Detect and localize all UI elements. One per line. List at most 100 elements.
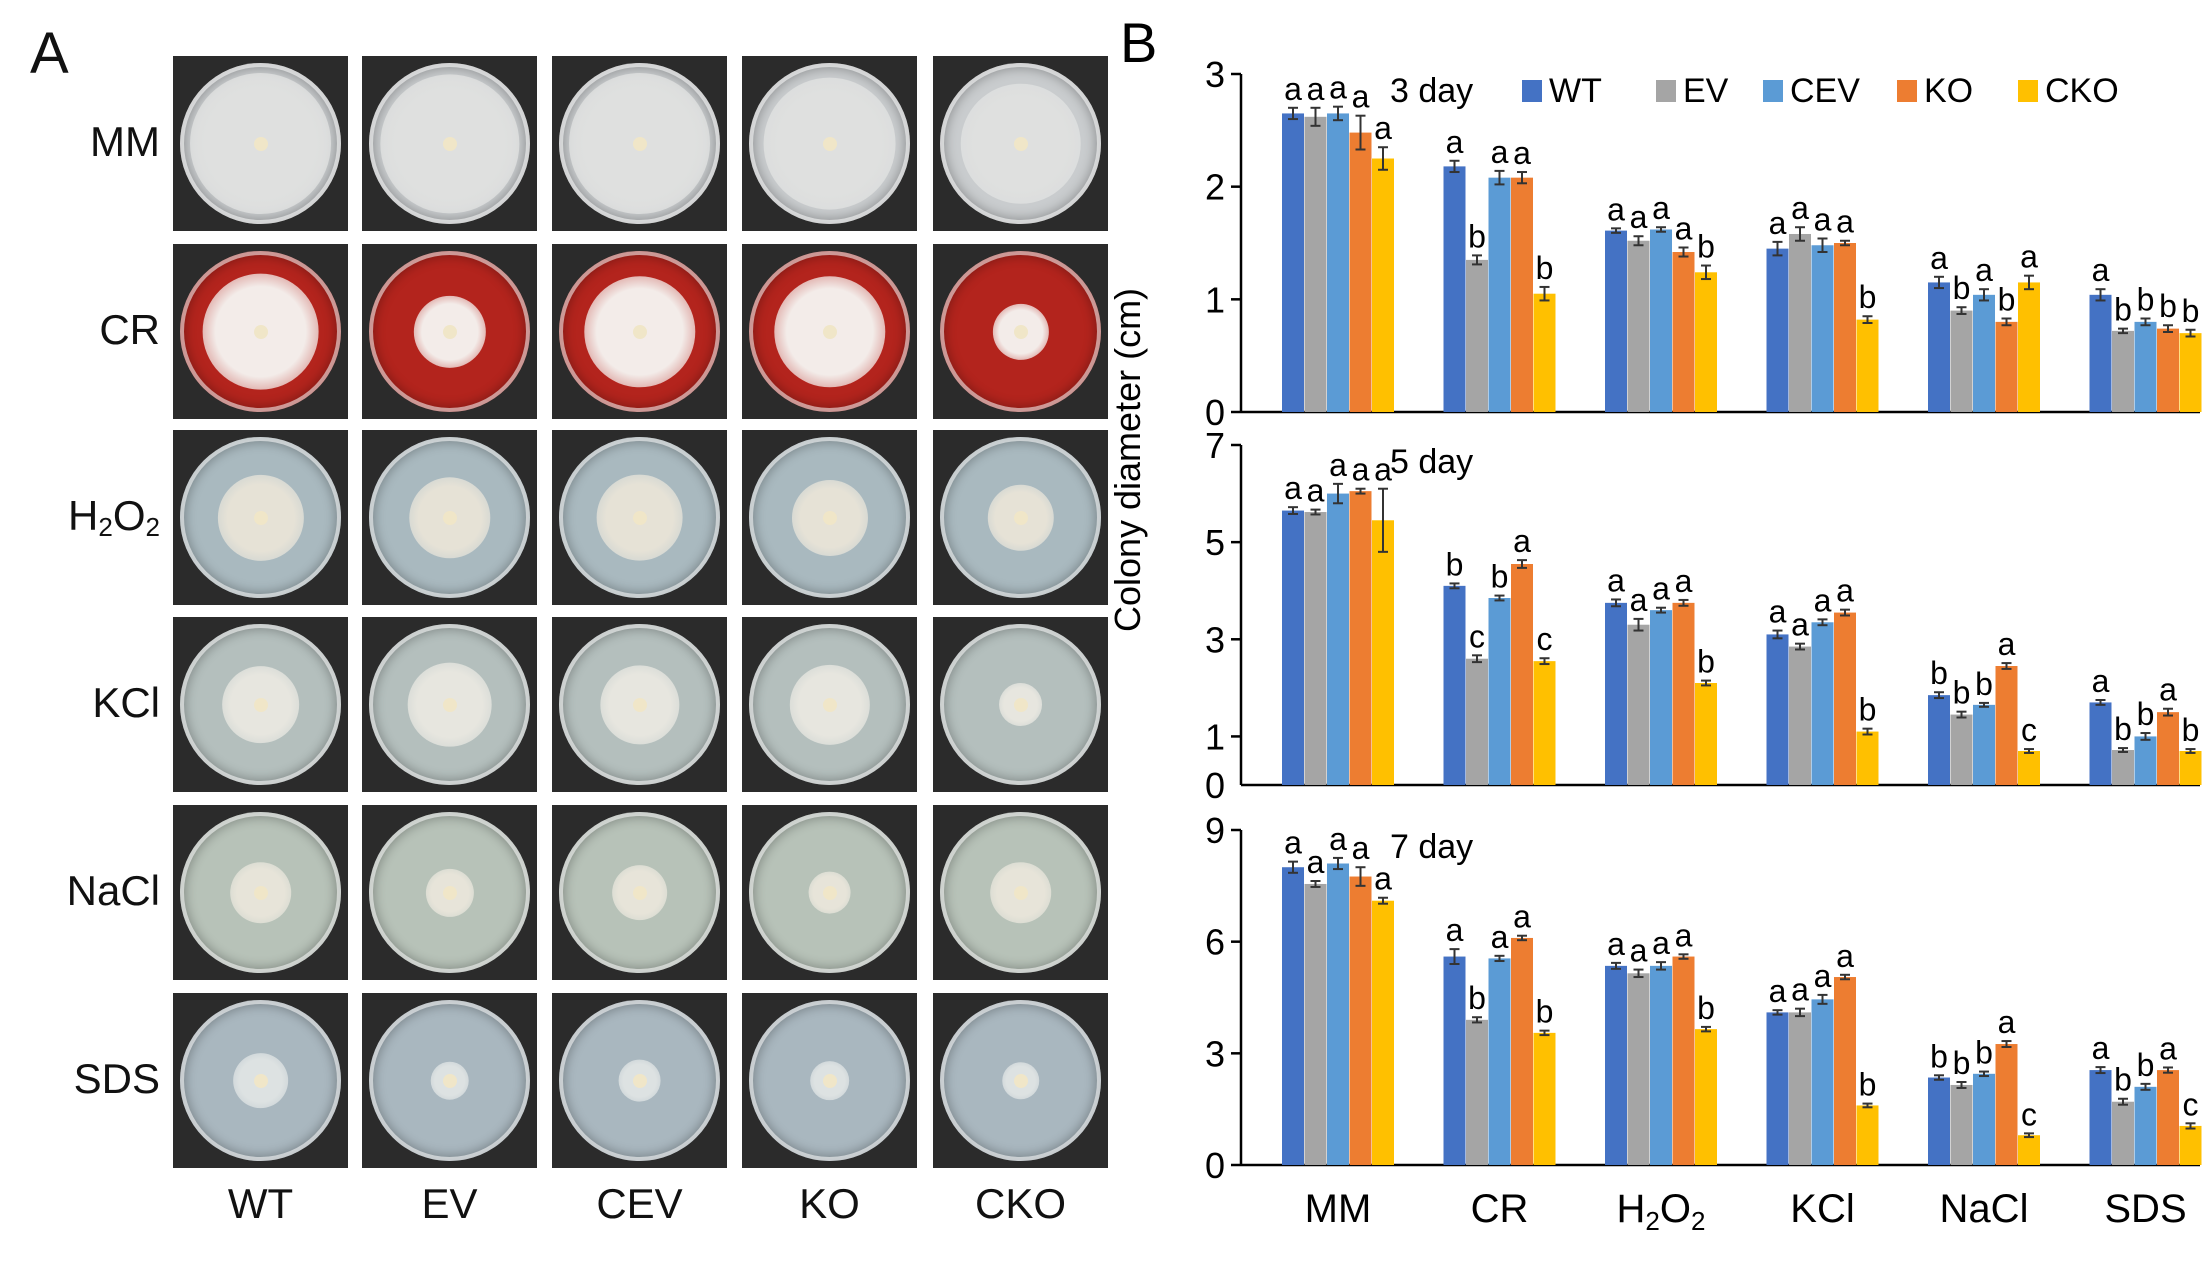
significance-letter: b [2137, 696, 2155, 732]
bar-ev [1627, 973, 1650, 1165]
row-label-h2o2: H2O2 [68, 492, 160, 542]
bar-wt [1766, 1012, 1789, 1165]
petri-dish [940, 1000, 1101, 1161]
bar-ko [1349, 491, 1372, 785]
significance-letter: a [1352, 452, 1370, 488]
significance-letter: a [1374, 452, 1392, 488]
bar-ko [1672, 252, 1695, 412]
bar-ev [1627, 624, 1650, 785]
y-tick-label: 3 [1205, 54, 1225, 95]
petri-dish [369, 437, 530, 598]
mycelial-plug [632, 885, 647, 900]
significance-letter: a [1284, 825, 1302, 861]
panel-a-label: A [30, 21, 69, 86]
bar-ko [1511, 937, 1533, 1165]
significance-letter: c [2183, 1086, 2199, 1122]
significance-letter: c [1469, 618, 1485, 654]
petri-dish [369, 624, 530, 785]
legend-label-wt: WT [1549, 72, 1602, 110]
mycelial-plug [442, 885, 457, 900]
plate-cr-ko [742, 244, 917, 419]
significance-letter: a [1513, 135, 1531, 171]
significance-letter: b [1468, 980, 1486, 1016]
mycelial-plug [1013, 885, 1028, 900]
bar-cev [1650, 229, 1672, 412]
bar-wt [1282, 510, 1304, 785]
bar-ko [1834, 612, 1856, 785]
bar-cko [1372, 520, 1394, 785]
y-tick-label: 2 [1205, 167, 1225, 208]
plate-h2o2-cko [933, 430, 1108, 605]
row-label-nacl: NaCl [66, 867, 160, 914]
mycelial-plug [632, 510, 647, 525]
petri-dish [369, 812, 530, 973]
bar-wt [1605, 965, 1627, 1165]
mycelial-plug [632, 697, 647, 712]
column-label-ko: KO [799, 1180, 860, 1227]
significance-letter: a [1769, 205, 1787, 241]
row-label-cr: CR [99, 306, 160, 353]
significance-letter: b [1930, 1038, 1948, 1074]
significance-letter: b [1491, 559, 1509, 595]
bar-ko [1995, 321, 2018, 412]
significance-letter: a [1513, 523, 1531, 559]
petri-dish [559, 812, 720, 973]
bar-cko [1695, 272, 1717, 412]
bar-wt [2089, 702, 2112, 785]
bar-cko [1533, 661, 1556, 785]
petri-dish [559, 1000, 720, 1161]
mycelial-plug [442, 510, 457, 525]
significance-letter: a [1836, 204, 1854, 240]
significance-letter: a [1769, 973, 1787, 1009]
petri-dish [559, 437, 720, 598]
significance-letter: a [1836, 938, 1854, 974]
legend-label-ko: KO [1924, 72, 1973, 110]
mycelial-plug [822, 136, 837, 151]
column-label-cko: CKO [974, 1180, 1066, 1227]
significance-letter: b [1998, 281, 2016, 317]
bar-cev [1327, 863, 1349, 1165]
significance-letter: c [1537, 621, 1553, 657]
bar-cko [1856, 319, 1879, 412]
y-tick-label: 0 [1205, 392, 1225, 433]
significance-letter: a [2092, 663, 2110, 699]
y-tick-label: 1 [1205, 279, 1225, 320]
bar-wt [1443, 166, 1466, 412]
petri-dish [749, 812, 910, 973]
bar-wt [1766, 248, 1789, 412]
bar-ko [1349, 876, 1372, 1165]
petri-dish [940, 437, 1101, 598]
petri-dish [559, 251, 720, 412]
significance-letter: b [1975, 666, 1993, 702]
petri-dish [940, 812, 1101, 973]
bar-ev [1950, 310, 1973, 412]
bar-cev [1488, 958, 1511, 1165]
y-tick-label: 3 [1205, 619, 1225, 660]
panel-b-label: B [1120, 11, 1157, 74]
plate-mm-cev [552, 56, 727, 231]
significance-letter: a [1284, 470, 1302, 506]
petri-dish [749, 1000, 910, 1161]
bar-ko [1995, 666, 2018, 785]
bar-cev [1811, 245, 1834, 412]
significance-letter: a [1814, 582, 1832, 618]
significance-letter: a [1607, 191, 1625, 227]
significance-letter: b [2159, 288, 2177, 324]
significance-letter: a [1630, 582, 1648, 618]
mycelial-plug [822, 885, 837, 900]
bar-wt [1928, 1077, 1950, 1165]
y-tick-label: 7 [1205, 425, 1225, 466]
y-tick-label: 3 [1205, 1033, 1225, 1074]
significance-letter: a [1930, 240, 1948, 276]
mycelial-plug [822, 510, 837, 525]
bar-ko [1995, 1044, 2018, 1165]
bar-ko [1349, 132, 1372, 412]
bar-cev [1327, 113, 1349, 412]
x-category-label: CR [1471, 1187, 1529, 1231]
significance-letter: a [1769, 594, 1787, 630]
plate-nacl-wt [173, 805, 348, 980]
significance-letter: a [1652, 571, 1670, 607]
significance-letter: b [1536, 250, 1554, 286]
bar-cev [1488, 598, 1511, 785]
